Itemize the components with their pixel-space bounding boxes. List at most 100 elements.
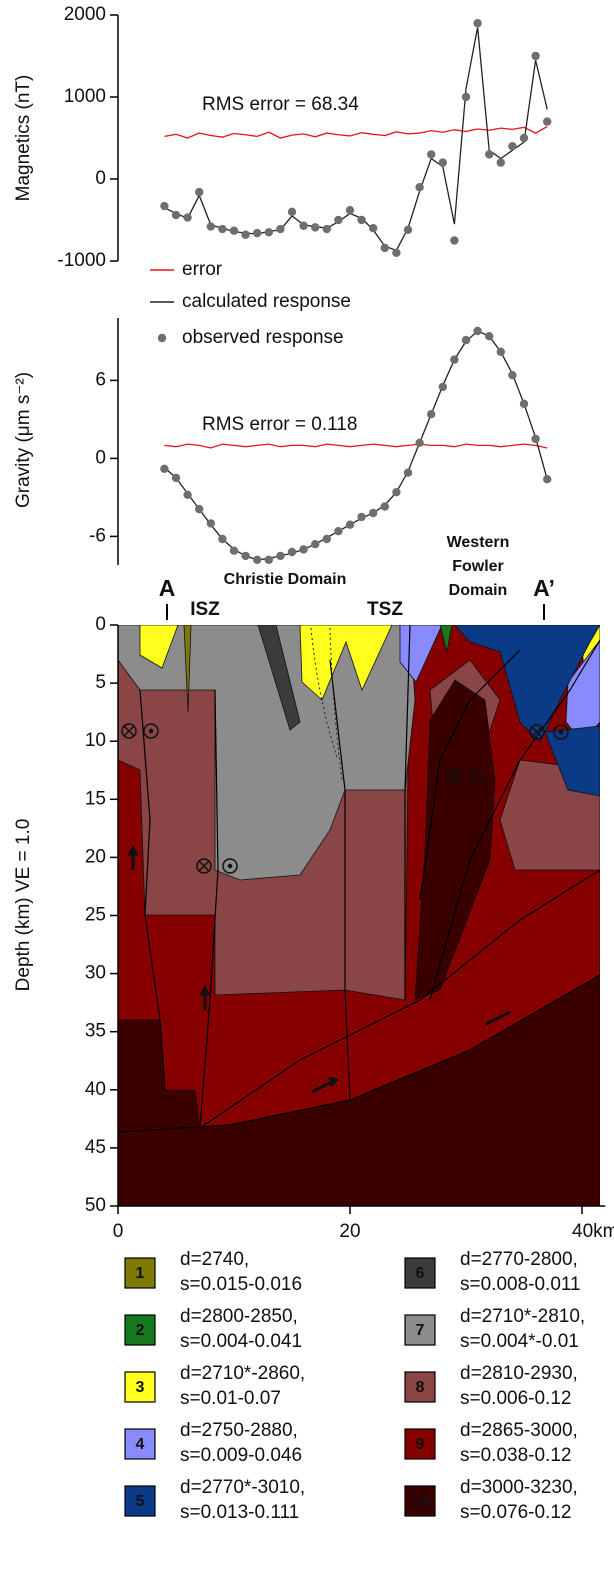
observed-point <box>160 202 168 210</box>
observed-point <box>357 216 365 224</box>
observed-point <box>357 513 365 521</box>
observed-point <box>311 223 319 231</box>
observed-point <box>276 552 284 560</box>
section-label: Fowler <box>452 558 504 575</box>
observed-point <box>265 556 273 564</box>
observed-point <box>311 540 319 548</box>
unit-susceptibility: s=0.076-0.12 <box>460 1502 571 1523</box>
observed-point <box>230 547 238 555</box>
legend-label: calculated response <box>182 291 351 312</box>
observed-point <box>404 226 412 234</box>
observed-point <box>439 158 447 166</box>
y-tick-label: 0 <box>95 447 106 468</box>
observed-point <box>531 52 539 60</box>
unit-density: d=2770*-3010, <box>180 1477 305 1498</box>
series-line <box>164 444 547 448</box>
unit-number: 9 <box>416 1436 425 1453</box>
observed-point <box>381 502 389 510</box>
observed-point <box>241 552 249 560</box>
section-label: TSZ <box>367 599 403 620</box>
observed-point <box>415 183 423 191</box>
observed-point <box>508 142 516 150</box>
section-label: Western <box>447 534 510 551</box>
y-tick-label: 35 <box>85 1021 106 1042</box>
y-tick-label: 6 <box>95 369 106 390</box>
y-tick-label: 0 <box>95 614 106 635</box>
observed-point <box>543 475 551 483</box>
observed-point <box>253 556 261 564</box>
observed-point <box>520 400 528 408</box>
observed-point <box>265 228 273 236</box>
unit-density: d=2710*-2810, <box>460 1306 585 1327</box>
observed-point <box>346 206 354 214</box>
y-tick-label: 5 <box>95 672 106 693</box>
observed-point <box>299 222 307 230</box>
observed-point <box>218 535 226 543</box>
observed-point <box>381 244 389 252</box>
unit-number: 5 <box>136 1493 145 1510</box>
unit-susceptibility: s=0.008-0.011 <box>460 1274 581 1295</box>
y-tick-label: 2000 <box>64 4 106 25</box>
section-label: A <box>159 575 176 601</box>
unit-susceptibility: s=0.006-0.12 <box>460 1388 571 1409</box>
legend-swatch <box>158 334 166 342</box>
observed-point <box>462 93 470 101</box>
unit-susceptibility: s=0.038-0.12 <box>460 1445 571 1466</box>
unit-number: 6 <box>416 1265 425 1282</box>
unit-number: 1 <box>136 1265 145 1282</box>
observed-point <box>334 216 342 224</box>
observed-point <box>230 226 238 234</box>
unit-density: d=2710*-2860, <box>180 1363 305 1384</box>
y-tick-label: 0 <box>95 168 106 189</box>
observed-point <box>497 348 505 356</box>
observed-point <box>195 505 203 513</box>
observed-point <box>218 225 226 233</box>
y-tick-label: 1000 <box>64 86 106 107</box>
unit-susceptibility: s=0.01-0.07 <box>180 1388 281 1409</box>
y-tick-label: 15 <box>85 788 106 809</box>
observed-point <box>172 211 180 219</box>
x-tick-label: 0 <box>113 1221 124 1242</box>
y-tick-label: 45 <box>85 1137 106 1158</box>
observed-point <box>160 465 168 473</box>
observed-point <box>288 208 296 216</box>
observed-point <box>462 336 470 344</box>
unit-density: d=2865-3000, <box>460 1420 578 1441</box>
observed-point <box>427 410 435 418</box>
observed-point <box>334 527 342 535</box>
y-tick-label: -1000 <box>57 250 106 271</box>
observed-point <box>195 188 203 196</box>
unit-density: d=2750-2880, <box>180 1420 298 1441</box>
observed-point <box>450 355 458 363</box>
observed-point <box>497 158 505 166</box>
observed-point <box>323 535 331 543</box>
observed-point <box>241 231 249 239</box>
y-axis-label: Magnetics (nT) <box>13 75 34 202</box>
unit-density: d=2740, <box>180 1249 249 1270</box>
observed-point <box>404 469 412 477</box>
unit-density: d=3000-3230, <box>460 1477 578 1498</box>
unit-number: 8 <box>416 1379 425 1396</box>
observed-point <box>299 545 307 553</box>
section-label: ISZ <box>190 599 220 620</box>
observed-point <box>485 150 493 158</box>
observed-point <box>369 509 377 517</box>
section-label: A’ <box>533 575 555 601</box>
y-tick-label: 30 <box>85 963 106 984</box>
series-line <box>164 27 547 250</box>
y-tick-label: -6 <box>89 525 106 546</box>
unit-susceptibility: s=0.015-0.016 <box>180 1274 302 1295</box>
section-ends <box>167 604 544 620</box>
unit-susceptibility: s=0.004-0.041 <box>180 1331 302 1352</box>
observed-point <box>323 225 331 233</box>
y-tick-label: 20 <box>85 846 106 867</box>
y-tick-label: 25 <box>85 905 106 926</box>
unit-number: 2 <box>136 1322 145 1339</box>
unit-density: d=2810-2930, <box>460 1363 578 1384</box>
observed-point <box>392 488 400 496</box>
observed-point <box>288 548 296 556</box>
observed-point <box>473 19 481 27</box>
figure: -1000010002000Magnetics (nT)RMS error = … <box>0 0 614 1576</box>
section-label: Domain <box>449 582 508 599</box>
unit-susceptibility: s=0.009-0.046 <box>180 1445 302 1466</box>
